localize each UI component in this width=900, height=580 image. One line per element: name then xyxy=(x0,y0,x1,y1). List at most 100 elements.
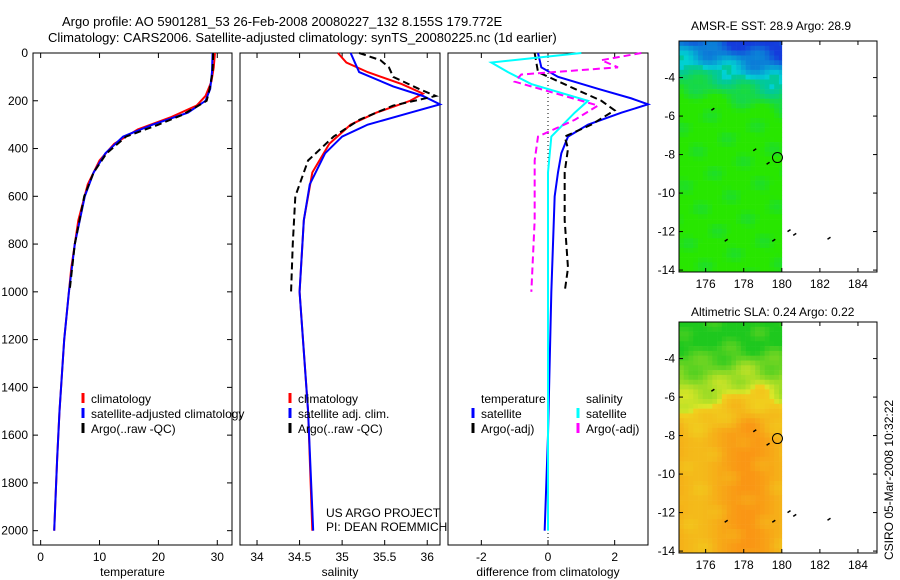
map-cell xyxy=(750,399,756,405)
map-cell xyxy=(774,252,780,258)
map-cell xyxy=(702,456,708,462)
map-cell xyxy=(755,233,761,239)
map-cell xyxy=(712,418,718,424)
map-cell xyxy=(717,166,723,172)
map-cell xyxy=(721,108,727,114)
map-cell xyxy=(712,199,718,205)
map-cell xyxy=(774,548,780,554)
map-cell xyxy=(769,461,775,467)
map-cell xyxy=(712,427,718,433)
map-cell xyxy=(712,326,718,332)
map-cell xyxy=(778,379,783,385)
map-cell xyxy=(759,365,765,371)
map-cell xyxy=(731,418,737,424)
map-cell xyxy=(736,185,742,191)
map-cell xyxy=(778,418,783,424)
map-cell xyxy=(778,127,783,133)
x-tick-label: 184 xyxy=(848,558,868,572)
map-cell xyxy=(712,50,718,56)
map-cell xyxy=(688,45,694,51)
map-cell xyxy=(717,519,723,525)
map-cell xyxy=(740,524,746,530)
map-cell xyxy=(688,437,694,443)
map-cell xyxy=(769,476,775,482)
map-cell xyxy=(750,103,756,109)
map-cell xyxy=(679,504,685,510)
map-cell xyxy=(683,142,689,148)
map-cell xyxy=(745,98,751,104)
map-cell xyxy=(721,524,727,530)
map-cell xyxy=(774,89,780,95)
map-cell xyxy=(769,247,775,254)
map-cell xyxy=(745,93,751,100)
map-cell xyxy=(688,223,694,229)
map-cell xyxy=(679,326,685,332)
temperature-axes-frame xyxy=(32,52,233,546)
map-cell xyxy=(774,103,780,109)
map-cell xyxy=(693,480,699,486)
map-cell xyxy=(679,219,685,225)
map-cell xyxy=(717,233,723,239)
map-cell xyxy=(683,243,689,249)
map-cell xyxy=(702,166,708,172)
map-cell xyxy=(726,326,732,332)
map-cell xyxy=(759,456,765,462)
map-cell xyxy=(698,461,704,467)
map-cell xyxy=(774,55,780,61)
map-cell xyxy=(693,509,699,515)
map-cell xyxy=(769,74,775,80)
map-cell xyxy=(778,346,783,352)
map-cell xyxy=(764,360,770,366)
map-cell xyxy=(778,476,783,482)
map-cell xyxy=(759,238,765,244)
map-cell xyxy=(726,442,732,448)
map-cell xyxy=(721,89,727,95)
map-cell xyxy=(726,214,732,220)
map-cell xyxy=(745,195,751,201)
map-cell xyxy=(717,146,723,152)
map-cell xyxy=(726,476,732,482)
map-cell xyxy=(774,180,780,186)
x-tick-label: 182 xyxy=(810,277,830,291)
map-cell xyxy=(736,394,742,400)
map-cell xyxy=(679,466,685,472)
map-cell xyxy=(750,113,756,119)
map-cell xyxy=(726,257,732,263)
map-cell xyxy=(764,480,770,486)
map-cell xyxy=(778,65,783,71)
map-cell xyxy=(774,204,780,210)
map-cell xyxy=(698,442,704,448)
map-cell xyxy=(688,65,694,71)
map-cell xyxy=(740,480,746,486)
map-cell xyxy=(698,509,704,515)
map-cell xyxy=(721,528,727,535)
map-cell xyxy=(726,60,732,66)
map-cell xyxy=(707,336,713,342)
map-cell xyxy=(693,490,699,496)
map-cell xyxy=(764,113,770,119)
map-cell xyxy=(750,132,756,138)
map-cell xyxy=(755,103,761,109)
map-cell xyxy=(755,214,761,220)
sla-map-frame xyxy=(678,321,878,554)
map-cell xyxy=(721,161,727,167)
salinity-series-group xyxy=(290,52,443,531)
map-cell xyxy=(712,228,718,234)
map-cell xyxy=(736,466,742,472)
map-cell xyxy=(679,161,685,167)
map-cell xyxy=(759,341,765,347)
map-cell xyxy=(736,252,742,258)
map-cell xyxy=(702,423,708,429)
map-cell xyxy=(769,45,775,51)
map-cell xyxy=(693,336,699,342)
map-cell xyxy=(755,84,761,90)
map-cell xyxy=(740,228,746,234)
map-cell xyxy=(755,442,761,448)
map-cell xyxy=(712,69,718,75)
map-cell xyxy=(736,495,742,501)
map-cell xyxy=(688,50,694,56)
map-cell xyxy=(736,519,742,525)
map-cell xyxy=(683,79,689,85)
map-cell xyxy=(764,379,770,385)
map-cell xyxy=(769,122,775,128)
